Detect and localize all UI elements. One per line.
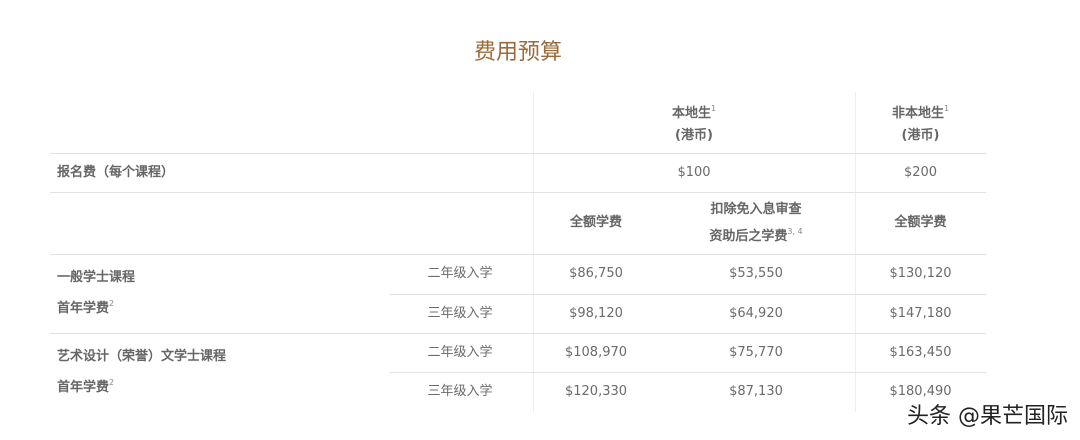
nonlocal-full-value: $180,490 [889, 384, 952, 399]
header-nonlocal-currency: (港币) [901, 128, 940, 143]
row-divider [50, 192, 986, 193]
column-divider [533, 92, 534, 412]
program-name: 一般学士课程 [57, 270, 136, 285]
nonlocal-full-value: $163,450 [889, 344, 952, 360]
subheader-local-after: 扣除免入息审查 资助后之学费3, 4 [657, 192, 855, 254]
entry-label: 三年级入学 [427, 384, 493, 399]
program-sub: 首年学费 [57, 380, 110, 395]
nonlocal-full-value: $147,180 [889, 305, 952, 321]
local-after-value: $87,130 [729, 384, 783, 399]
footnote: 2 [109, 378, 115, 387]
row-divider [390, 294, 986, 295]
header-local-label: 本地生 [671, 106, 711, 121]
local-after-value: $64,920 [729, 305, 783, 321]
local-full-value: $86,750 [569, 266, 623, 281]
header-nonlocal-label: 非本地生 [891, 106, 944, 121]
row-divider [50, 254, 986, 255]
entry-label: 二年级入学 [427, 344, 493, 360]
subheader-local-after-line2: 资助后之学费 [709, 228, 788, 244]
footnote: 1 [710, 104, 717, 113]
footnote: 3, 4 [787, 226, 803, 236]
program-label: 艺术设计（荣誉）文学士课程 首年学费2 [57, 333, 226, 412]
nonlocal-full-value: $130,120 [889, 266, 952, 281]
header-nonlocal: 非本地生1 (港币) [855, 92, 986, 153]
watermark: 头条 @果芒国际 [907, 404, 1068, 429]
footnote: 1 [943, 104, 950, 113]
row-divider [50, 153, 986, 154]
program-label: 一般学士课程 首年学费2 [57, 254, 135, 333]
local-full-value: $98,120 [569, 305, 623, 321]
column-divider [855, 92, 856, 412]
page-title: 费用预算 [473, 40, 562, 65]
application-fee-nonlocal: $200 [903, 164, 938, 180]
header-local-currency: (港币) [675, 128, 713, 143]
entry-label: 三年级入学 [427, 305, 493, 321]
subheader-local-full: 全额学费 [569, 215, 622, 230]
entry-label: 二年级入学 [427, 266, 493, 281]
local-full-value: $120,330 [564, 384, 628, 399]
row-divider [50, 333, 986, 334]
row-divider [390, 372, 986, 373]
local-after-value: $75,770 [729, 344, 783, 360]
program-name: 艺术设计（荣誉）文学士课程 [57, 349, 227, 364]
application-fee-label: 报名费（每个课程） [57, 164, 175, 180]
footnote: 2 [109, 299, 115, 308]
local-full-value: $108,970 [564, 344, 628, 360]
local-after-value: $53,550 [729, 266, 783, 281]
subheader-local-after-line1: 扣除免入息审查 [710, 201, 802, 217]
program-sub: 首年学费 [57, 301, 110, 316]
subheader-nonlocal-full: 全额学费 [894, 215, 947, 230]
header-local: 本地生1 (港币) [533, 92, 855, 153]
application-fee-local: $100 [677, 164, 711, 180]
